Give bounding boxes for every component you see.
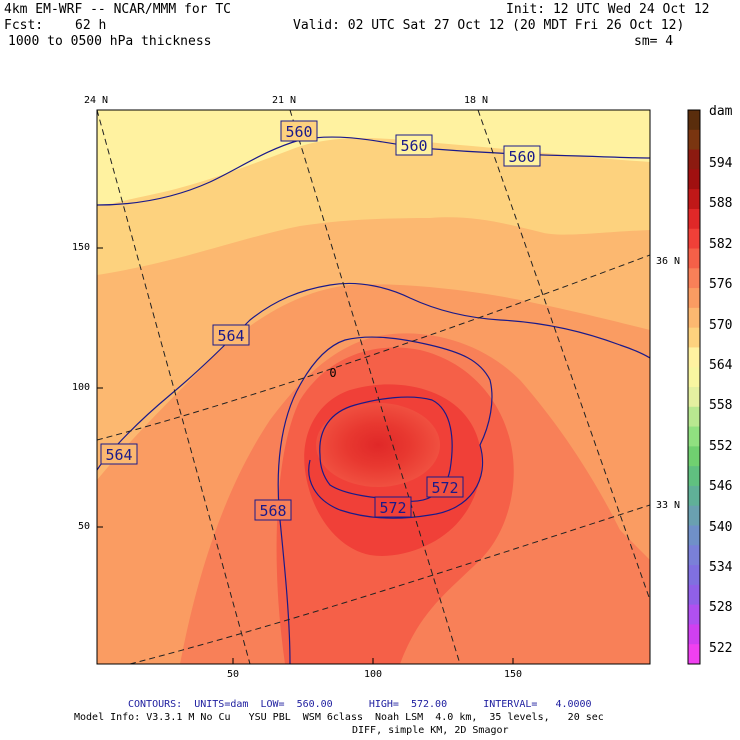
center-mark: 0 xyxy=(329,366,336,380)
forecast-label: Fcst: xyxy=(4,18,44,33)
colorbar-label: 528 xyxy=(709,600,733,616)
contour-label: 572 xyxy=(431,479,458,497)
latlon-grid xyxy=(97,110,650,664)
colorbar-swatch xyxy=(688,149,700,170)
contour-label: 568 xyxy=(259,502,286,520)
contour-lines xyxy=(97,136,650,664)
colorbar-swatch xyxy=(688,110,700,131)
colorbar-label: 564 xyxy=(709,358,733,373)
colorbar-swatch xyxy=(688,644,700,665)
contour-label: 572 xyxy=(379,499,406,517)
colorbar-swatch xyxy=(688,624,700,645)
colorbar-swatch xyxy=(688,525,700,546)
smoothing-info: sm= 4 xyxy=(634,34,674,49)
contour-label: 560 xyxy=(285,123,312,141)
colorbar-swatch xyxy=(688,446,700,467)
colorbar-swatch xyxy=(688,347,700,368)
colorbar-swatch xyxy=(688,129,700,151)
colorbar-swatch xyxy=(688,189,700,210)
colorbar-label: 546 xyxy=(709,479,733,495)
colorbar-label: 540 xyxy=(709,519,733,535)
colorbar-frame xyxy=(687,109,701,665)
contours-info: CONTOURS: UNITS=dam LOW= 560.00 HIGH= 57… xyxy=(128,699,592,710)
colorbar-swatch xyxy=(688,208,700,230)
lat-label-top: 18 N xyxy=(464,95,489,106)
contour-label: 560 xyxy=(508,148,535,166)
colorbar-swatch xyxy=(688,545,700,566)
field-name: 1000 to 0500 hPa thickness xyxy=(8,34,212,49)
init-time: Init: 12 UTC Wed 24 Oct 12 xyxy=(506,2,710,17)
colorbar-swatch xyxy=(688,406,700,428)
colorbar-label: 588 xyxy=(709,196,733,212)
y-tick-label: 150 xyxy=(72,242,91,253)
colorbar-swatch xyxy=(688,288,700,309)
colorbar-swatch xyxy=(688,228,700,249)
colorbar-swatch xyxy=(688,426,700,447)
x-tick-label: 100 xyxy=(364,669,383,680)
x-tick-label: 150 xyxy=(504,669,523,680)
forecast-hour: 62 h xyxy=(75,18,107,33)
colorbar-swatch xyxy=(688,604,700,625)
lat-label-top: 24 N xyxy=(84,95,109,106)
x-tick-label: 50 xyxy=(227,669,240,680)
colorbar-swatch xyxy=(688,327,700,348)
lat-label-right: 36 N xyxy=(656,256,681,267)
colorbar-label: 534 xyxy=(709,560,733,575)
contour-label: 560 xyxy=(400,137,427,155)
colorbar-swatch xyxy=(688,248,700,269)
contour-label: 564 xyxy=(217,327,244,345)
colorbar-swatch xyxy=(688,505,700,526)
model-title: 4km EM-WRF -- NCAR/MMM for TC xyxy=(4,2,231,17)
colorbar-label: 522 xyxy=(709,640,733,656)
colorbar-swatch xyxy=(688,565,700,586)
colorbar xyxy=(687,109,701,665)
y-tick-label: 50 xyxy=(78,521,91,532)
model-info-2: DIFF, simple KM, 2D Smagor xyxy=(352,725,509,736)
contour-label-group: 560 560 560 564 564 568 572 572 0 xyxy=(100,120,541,521)
colorbar-swatch xyxy=(688,485,700,507)
lat-label-right: 33 N xyxy=(656,500,681,511)
colorbar-swatch xyxy=(688,307,700,329)
colorbar-label: 558 xyxy=(709,398,733,414)
y-tick-label: 100 xyxy=(72,382,91,393)
colorbar-label: 582 xyxy=(709,236,733,252)
colorbar-unit: dam xyxy=(709,104,733,119)
lat-label-top: 21 N xyxy=(272,95,297,106)
colorbar-swatch xyxy=(688,169,700,190)
colorbar-swatch xyxy=(688,466,700,487)
colorbar-label: 576 xyxy=(709,277,733,293)
colorbar-swatch xyxy=(688,387,700,408)
model-info: Model Info: V3.3.1 M No Cu YSU PBL WSM 6… xyxy=(74,712,604,723)
contour-label: 564 xyxy=(105,446,132,464)
colorbar-swatch xyxy=(688,268,700,289)
colorbar-label: 570 xyxy=(709,317,733,333)
axis-ticks xyxy=(97,247,514,664)
valid-time: Valid: 02 UTC Sat 27 Oct 12 (20 MDT Fri … xyxy=(293,18,685,33)
colorbar-swatch xyxy=(688,367,700,388)
colorbar-label: 594 xyxy=(709,156,733,171)
colorbar-swatch xyxy=(688,584,700,606)
colorbar-label: 552 xyxy=(709,438,733,454)
